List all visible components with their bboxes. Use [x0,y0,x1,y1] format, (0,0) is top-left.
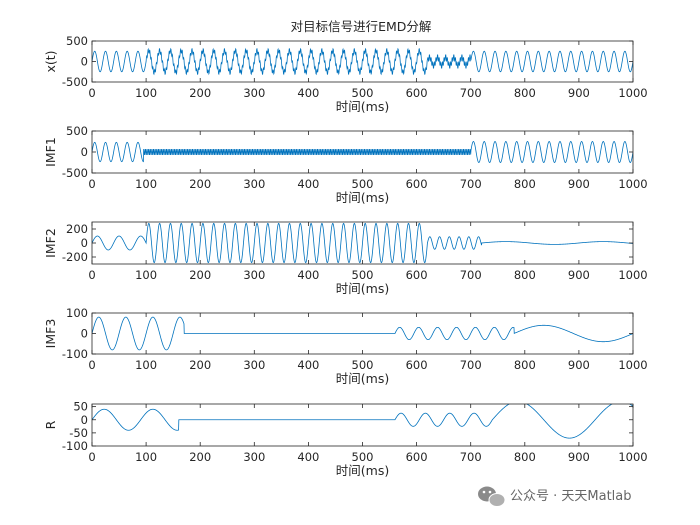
x-tick-label: 1000 [618,177,647,191]
y-axis-label: IMF3 [43,319,58,349]
x-tick-label: 0 [88,358,95,372]
x-tick-label: 800 [514,268,536,282]
subplot-1: 0 100 200 300 400 500 600 700 800 900 10005000-500… [43,34,648,114]
x-tick-label: 600 [406,450,428,464]
x-axis-label: 时间(ms) [336,190,389,205]
chart-title: 对目标信号进行EMD分解 [291,19,432,34]
x-tick-label: 900 [568,268,590,282]
x-tick-label: 100 [135,177,157,191]
y-tick-label: -200 [62,250,88,264]
x-tick-label: 700 [460,450,482,464]
series-line-1 [92,47,633,76]
x-tick-label: 400 [297,358,319,372]
x-tick-label: 400 [297,450,319,464]
y-tick-label: 100 [66,306,88,320]
x-tick-label: 0 [88,268,95,282]
y-axis-label: R [43,420,58,429]
x-tick-label: 300 [243,177,265,191]
y-tick-label: 200 [66,222,88,236]
series-line-3 [92,222,633,264]
subplot-3: 0 100 200 300 400 500 600 700 800 900 10002000-200… [43,221,648,296]
y-tick-label: 0 [81,236,88,250]
x-tick-label: 100 [135,268,157,282]
x-tick-label: 600 [406,177,428,191]
x-tick-label: 800 [514,86,536,100]
subplot-5: 0 100 200 300 400 500 600 700 800 900 1000500-50-1… [43,400,648,478]
x-tick-label: 0 [88,86,95,100]
y-tick-label: 0 [81,413,88,427]
y-tick-label: -500 [62,166,88,180]
x-tick-label: 600 [406,86,428,100]
x-tick-label: 500 [352,177,374,191]
x-tick-label: 1000 [618,358,647,372]
y-tick-label: 500 [66,124,88,138]
x-tick-label: 200 [189,358,211,372]
x-tick-label: 700 [460,86,482,100]
x-tick-label: 300 [243,268,265,282]
axes-box [91,403,634,447]
x-tick-label: 100 [135,86,157,100]
x-tick-label: 200 [189,268,211,282]
y-tick-label: -500 [62,75,88,89]
y-tick-label: 0 [81,327,88,341]
x-axis-label: 时间(ms) [336,281,389,296]
y-tick-label: 50 [73,400,88,414]
x-tick-label: 1000 [618,450,647,464]
x-tick-label: 300 [243,450,265,464]
y-axis-label: IMF1 [43,137,58,167]
y-tick-label: -100 [62,347,88,361]
y-tick-label: -50 [69,426,88,440]
x-axis-label: 时间(ms) [336,99,389,114]
x-axis-label: 时间(ms) [336,463,389,478]
y-axis-label: x(t) [43,50,58,72]
x-tick-label: 800 [514,450,536,464]
x-tick-label: 800 [514,358,536,372]
x-tick-label: 600 [406,268,428,282]
x-tick-label: 500 [352,450,374,464]
y-tick-label: 500 [66,34,88,48]
x-tick-label: 400 [297,86,319,100]
watermark-text: 公众号 · 天天Matlab [510,489,632,504]
x-tick-label: 500 [352,86,374,100]
subplot-2: 0 100 200 300 400 500 600 700 800 900 10005000-500… [43,124,648,205]
x-tick-label: 700 [460,268,482,282]
x-tick-label: 900 [568,358,590,372]
x-tick-label: 400 [297,268,319,282]
x-tick-label: 900 [568,450,590,464]
x-tick-label: 300 [243,86,265,100]
x-axis-label: 时间(ms) [336,371,389,386]
x-tick-label: 0 [88,177,95,191]
wechat-icon [478,486,506,507]
x-tick-label: 900 [568,86,590,100]
x-tick-label: 1000 [618,86,647,100]
y-tick-label: -100 [62,439,88,453]
series-line-2 [92,141,633,163]
series-line-5 [92,404,633,439]
x-tick-label: 200 [189,86,211,100]
x-tick-label: 600 [406,358,428,372]
x-tick-label: 1000 [618,268,647,282]
watermark: 公众号 · 天天Matlab [478,486,632,507]
x-tick-label: 0 [88,450,95,464]
x-tick-label: 300 [243,358,265,372]
x-tick-label: 800 [514,177,536,191]
x-tick-label: 500 [352,358,374,372]
x-tick-label: 700 [460,358,482,372]
x-tick-label: 900 [568,177,590,191]
x-tick-label: 200 [189,177,211,191]
x-tick-label: 700 [460,177,482,191]
x-tick-label: 100 [135,450,157,464]
x-tick-label: 200 [189,450,211,464]
x-tick-label: 500 [352,268,374,282]
x-tick-label: 100 [135,358,157,372]
subplot-4: 0 100 200 300 400 500 600 700 800 900 10001000-100… [43,306,648,386]
y-tick-label: 0 [81,145,88,159]
x-tick-label: 400 [297,177,319,191]
series-line-4 [92,316,633,351]
y-axis-label: IMF2 [43,228,58,258]
y-tick-label: 0 [81,55,88,69]
